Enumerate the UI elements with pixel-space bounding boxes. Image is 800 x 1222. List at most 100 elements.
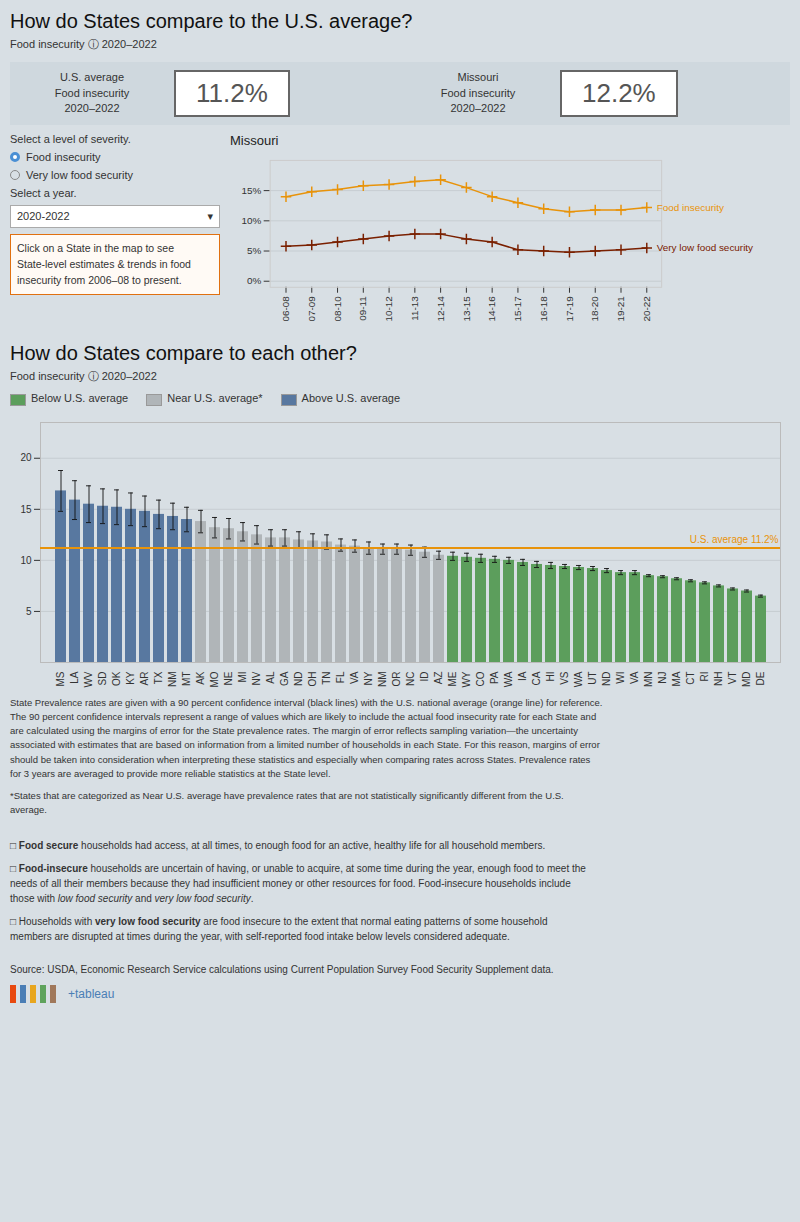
html-text:Select a year.: Select a year. [10,187,77,199]
html-text:State Prevalence rates are giv: State Prevalence rates are given with a … [10,696,603,779]
svg-text:VA: VA [349,671,360,684]
svg-text:VT: VT [727,671,738,684]
html-text:Select a level of severity.: Select a level of severity. [10,133,131,145]
svg-text:MS: MS [55,671,66,686]
svg-text:RI: RI [699,671,710,681]
html-text:2020-2022: 2020-2022 [17,210,70,222]
html-text:How do States compare to each: How do States compare to each other? [10,342,357,365]
html-text:Above U.S. average: Above U.S. average [301,392,401,405]
svg-text:OR: OR [391,671,402,686]
svg-text:VA: VA [629,671,640,684]
html-text:□ Food-insecure households are: □ Food-insecure households are uncertain… [10,862,586,904]
svg-text:ID: ID [419,671,430,681]
html-text:Food insecurity ⓘ 2020–2022: Food insecurity ⓘ 2020–2022 [10,38,157,50]
svg-text:MD: MD [741,671,752,687]
svg-text:10%: 10% [241,215,261,226]
svg-text:MN: MN [643,671,654,687]
html-text:11.2%: 11.2% [196,78,268,108]
svg-text:FL: FL [335,671,346,683]
svg-text:U.S. average 11.2%: U.S. average 11.2% [690,534,779,545]
svg-text:19-21: 19-21 [615,296,626,322]
svg-text:AL: AL [265,671,276,684]
svg-text:AR: AR [139,671,150,685]
svg-text:15%: 15% [241,185,261,196]
svg-text:UT: UT [587,671,598,684]
svg-text:MA: MA [671,671,682,686]
svg-text:KY: KY [125,671,136,685]
svg-text:06-08: 06-08 [280,296,291,322]
svg-text:Food insecurity: Food insecurity [657,202,724,213]
html-text:Near U.S. average*: Near U.S. average* [167,392,263,405]
svg-text:NM: NM [377,671,388,687]
svg-text:5%: 5% [247,245,262,256]
svg-text:10-12: 10-12 [383,296,394,322]
svg-text:GA: GA [279,671,290,686]
svg-text:ND: ND [293,671,304,685]
svg-text:MI: MI [237,671,248,682]
svg-text:ND: ND [601,671,612,685]
svg-text:12-14: 12-14 [435,296,446,322]
svg-text:14-16: 14-16 [486,296,497,322]
html-text:Click on a State in the map to: Click on a State in the map to see State… [17,242,191,286]
svg-text:NM: NM [167,671,178,687]
svg-text:PA: PA [489,671,500,684]
svg-text:OK: OK [111,671,122,686]
html-text:U.S. average Food insecurity 2: U.S. average Food insecurity 2020–2022 [54,71,130,115]
svg-text:08-10: 08-10 [332,296,343,322]
svg-text:OH: OH [307,671,318,686]
svg-text:IA: IA [517,671,528,681]
svg-text:20-22: 20-22 [641,296,652,322]
svg-text:WI: WI [615,671,626,683]
svg-text:CO: CO [475,671,486,686]
html-text:Below U.S. average: Below U.S. average [31,392,129,405]
svg-text:WV: WV [83,671,94,687]
svg-text:15: 15 [20,503,32,514]
html-text:Missouri: Missouri [230,133,279,148]
svg-text:AZ: AZ [433,671,444,684]
svg-text:16-18: 16-18 [538,296,549,322]
html-text:Missouri Food insecurity 2020–: Missouri Food insecurity 2020–2022 [440,71,516,115]
svg-text:5: 5 [26,605,32,616]
svg-text:15-17: 15-17 [512,296,523,322]
svg-text:HI: HI [545,671,556,681]
svg-text:NH: NH [713,671,724,685]
html-text:Food insecurity ⓘ 2020–2022: Food insecurity ⓘ 2020–2022 [10,370,157,383]
html-text:12.2%: 12.2% [582,78,656,108]
svg-text:NV: NV [251,671,262,685]
svg-text:ME: ME [447,671,458,686]
svg-text:AK: AK [195,671,206,685]
html-text:How do States compare to the U: How do States compare to the U.S. averag… [10,10,413,32]
svg-text:13-15: 13-15 [461,296,472,322]
svg-text:NY: NY [363,671,374,685]
html-text:*States that are categorized a: *States that are categorized as Near U.S… [10,790,564,816]
svg-text:18-20: 18-20 [589,296,600,322]
svg-text:20: 20 [20,452,32,463]
svg-text:09-11: 09-11 [357,296,368,321]
svg-text:WA: WA [573,671,584,687]
html-text:Very low food security: Very low food security [26,169,133,181]
svg-text:NC: NC [405,671,416,685]
svg-text:LA: LA [69,671,80,684]
svg-text:17-19: 17-19 [564,296,575,322]
svg-text:0%: 0% [247,275,262,286]
svg-text:NE: NE [223,671,234,685]
html-text:Food insecurity: Food insecurity [26,151,101,163]
svg-text:SD: SD [97,671,108,685]
svg-text:MT: MT [181,671,192,685]
svg-text:11-13: 11-13 [409,296,420,321]
svg-text:VS: VS [559,671,570,685]
svg-text:Very low food security: Very low food security [657,242,753,253]
html-text:+tableau: +tableau [68,986,115,1001]
svg-text:TX: TX [153,671,164,684]
svg-text:WA: WA [503,671,514,687]
svg-text:MO: MO [209,671,220,687]
svg-text:NJ: NJ [657,671,668,683]
svg-text:CA: CA [531,671,542,685]
html-text:□ Households with very low foo: □ Households with very low food security… [10,915,548,942]
svg-text:TN: TN [321,671,332,684]
svg-text:CT: CT [685,671,696,684]
svg-text:10: 10 [20,554,32,565]
svg-text:DE: DE [755,671,766,685]
svg-text:WY: WY [461,671,472,687]
svg-text:07-09: 07-09 [306,296,317,322]
